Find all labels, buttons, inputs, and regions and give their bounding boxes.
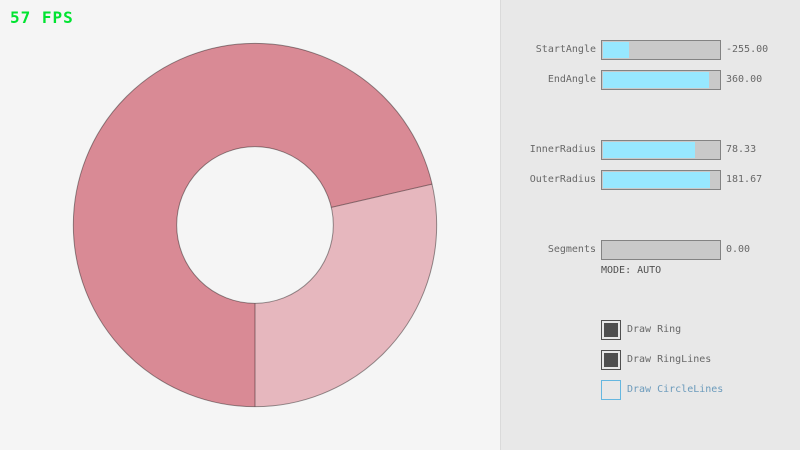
control-panel: StartAngle -255.00 EndAngle 360.00 Inner… bbox=[500, 0, 800, 450]
checkbox-draw-ring[interactable] bbox=[601, 320, 621, 340]
checkbox-draw-ringlines[interactable] bbox=[601, 350, 621, 370]
checkmark bbox=[604, 353, 618, 367]
checkbox-label-draw-ringlines: Draw RingLines bbox=[627, 354, 712, 365]
slider-row-segments: Segments 0.00 bbox=[501, 240, 800, 260]
ring-sector-light bbox=[255, 184, 437, 407]
slider-row-inner-radius: InnerRadius 78.33 bbox=[501, 140, 800, 160]
ring-radial-line bbox=[331, 183, 433, 208]
slider-label-end-angle: EndAngle bbox=[547, 74, 596, 85]
slider-outer-radius[interactable] bbox=[601, 170, 721, 190]
fps-counter: 57 FPS bbox=[10, 8, 74, 27]
checkbox-label-draw-circlelines: Draw CircleLines bbox=[627, 384, 724, 395]
slider-fill bbox=[603, 142, 695, 158]
slider-inner-radius[interactable] bbox=[601, 140, 721, 160]
checkbox-row-draw-ringlines: Draw RingLines bbox=[601, 350, 800, 370]
slider-row-end-angle: EndAngle 360.00 bbox=[501, 70, 800, 90]
slider-start-angle[interactable] bbox=[601, 40, 721, 60]
slider-fill bbox=[603, 72, 709, 88]
slider-value-outer-radius: 181.67 bbox=[726, 174, 763, 185]
slider-value-segments: 0.00 bbox=[726, 244, 751, 255]
ring-outer-outline bbox=[72, 42, 438, 408]
checkbox-draw-circlelines[interactable] bbox=[601, 380, 621, 400]
slider-value-end-angle: 360.00 bbox=[726, 74, 763, 85]
slider-segments[interactable] bbox=[601, 240, 721, 260]
checkbox-row-draw-ring: Draw Ring bbox=[601, 320, 800, 340]
slider-fill bbox=[603, 172, 710, 188]
ring-graphic bbox=[72, 42, 438, 408]
ring-inner-outline bbox=[176, 146, 334, 304]
checkmark bbox=[604, 323, 618, 337]
slider-label-start-angle: StartAngle bbox=[535, 44, 596, 55]
slider-row-start-angle: StartAngle -255.00 bbox=[501, 40, 800, 60]
slider-row-outer-radius: OuterRadius 181.67 bbox=[501, 170, 800, 190]
slider-end-angle[interactable] bbox=[601, 70, 721, 90]
slider-label-inner-radius: InnerRadius bbox=[529, 144, 596, 155]
mode-label: MODE: AUTO bbox=[601, 265, 662, 276]
slider-label-segments: Segments bbox=[547, 244, 596, 255]
slider-label-outer-radius: OuterRadius bbox=[529, 174, 596, 185]
slider-value-start-angle: -255.00 bbox=[726, 44, 769, 55]
slider-fill bbox=[603, 42, 629, 58]
slider-value-inner-radius: 78.33 bbox=[726, 144, 757, 155]
drawing-canvas: 57 FPS bbox=[10, 8, 438, 408]
checkbox-row-draw-circlelines: Draw CircleLines bbox=[601, 380, 800, 400]
checkbox-label-draw-ring: Draw Ring bbox=[627, 324, 682, 335]
ring-sector-dark bbox=[73, 43, 433, 407]
